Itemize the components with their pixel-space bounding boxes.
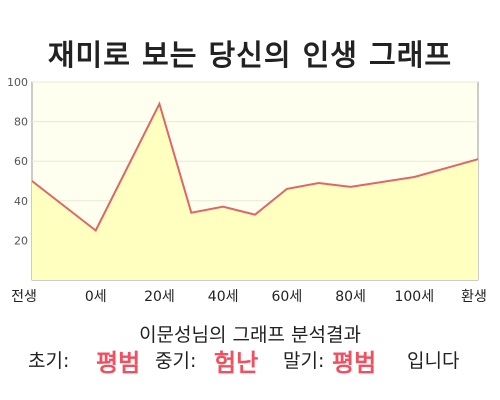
y-tick-label: 100 — [7, 76, 28, 89]
middle-value: 험난 — [214, 349, 259, 377]
y-tick-label: 60 — [14, 155, 28, 168]
series-area — [32, 103, 478, 280]
y-tick-label: 40 — [14, 195, 28, 208]
late-value: 평범 — [332, 349, 377, 377]
y-axis-ticks: 20 40 60 80 100 — [7, 76, 28, 247]
x-tick-label: 40세 — [208, 289, 239, 305]
early-value: 평범 — [96, 349, 141, 377]
x-tick-label: 80세 — [335, 289, 366, 305]
y-tick-label: 20 — [14, 234, 28, 247]
middle-label: 중기: — [155, 350, 197, 372]
late-label: 말기: — [283, 350, 325, 372]
x-tick-label: 20세 — [144, 289, 175, 305]
analysis-subtitle: 이문성님의 그래프 분석결과 — [139, 324, 361, 346]
result-ending: 입니다 — [407, 350, 460, 372]
x-tick-label: 100세 — [394, 289, 434, 305]
x-tick-label: 전생 — [11, 289, 37, 305]
series-line — [31, 101, 479, 233]
early-label: 초기: — [28, 350, 70, 372]
page-title: 재미로 보는 당신의 인생 그래프 — [47, 38, 453, 72]
x-tick-label: 0세 — [85, 289, 107, 305]
life-graph-chart: 20 40 60 80 100 전생 0세 20세 40세 60세 80세 100세 환생 — [7, 76, 487, 305]
x-axis-ticks: 전생 0세 20세 40세 60세 80세 100세 환생 — [11, 289, 487, 305]
y-tick-label: 80 — [14, 116, 28, 129]
x-tick-label: 60세 — [272, 289, 303, 305]
x-tick-label: 환생 — [461, 289, 487, 305]
